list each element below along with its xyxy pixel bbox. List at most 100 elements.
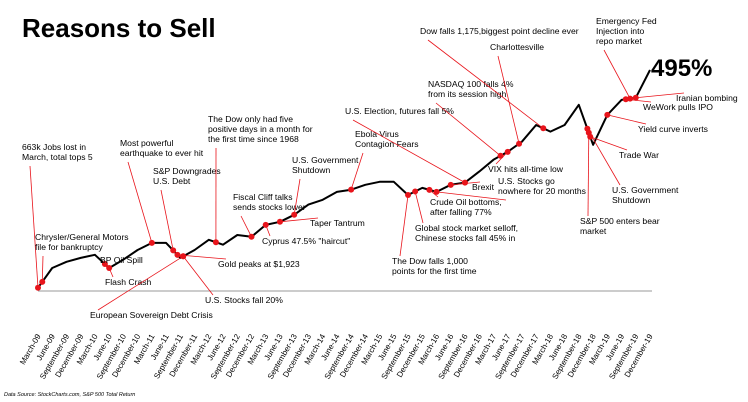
event-marker: [516, 140, 523, 147]
leader-line: [436, 191, 507, 201]
annotation: NASDAQ 100 falls 4%: [428, 79, 514, 89]
price-line: [37, 69, 651, 289]
event-marker: [632, 94, 639, 101]
leader-line: [635, 92, 685, 99]
event-marker: [426, 186, 433, 193]
leader-line: [240, 215, 252, 237]
annotation: U.S. Stocks go: [498, 176, 555, 186]
annotation: U.S. Debt: [153, 176, 191, 186]
event-marker: [540, 125, 547, 132]
event-marker: [248, 233, 255, 240]
annotation: Chinese stocks fall 45% in: [415, 233, 516, 243]
annotation: 663k Jobs lost in: [22, 142, 86, 152]
event-marker: [276, 218, 283, 225]
leader-line: [41, 255, 44, 282]
annotation: Crude Oil bottoms,: [430, 197, 502, 207]
event-marker: [170, 247, 177, 254]
leader-line: [279, 217, 319, 223]
annotation: Ebola Virus: [355, 129, 399, 139]
annotation: the first time since 1968: [208, 134, 299, 144]
annotation: Taper Tantrum: [310, 218, 365, 228]
event-marker: [585, 129, 592, 136]
event-marker: [622, 96, 629, 103]
annotation: U.S. Government: [292, 155, 359, 165]
annotation: from its session high: [428, 89, 507, 99]
leader-line: [587, 132, 590, 217]
annotation: Iranian bombing: [676, 93, 738, 103]
leader-line: [97, 255, 184, 311]
leader-line: [350, 152, 364, 190]
leader-line: [399, 194, 409, 257]
annotation: file for bankruptcy: [35, 242, 104, 252]
annotation: European Sovereign Debt Crisis: [90, 310, 213, 320]
event-marker: [497, 152, 504, 159]
leader-line: [435, 102, 501, 157]
annotation: Trade War: [619, 150, 659, 160]
leader-line: [29, 165, 39, 288]
annotation: VIX hits all-time low: [488, 164, 564, 174]
annotation: U.S. Government: [612, 185, 679, 195]
annotation: March, total tops 5: [22, 152, 93, 162]
leader-line: [497, 55, 520, 144]
annotation: repo market: [596, 36, 642, 46]
event-marker: [212, 239, 219, 246]
leader-line: [352, 119, 466, 183]
event-marker: [291, 211, 298, 218]
event-marker: [174, 251, 181, 258]
annotation: BP Oil Spill: [100, 255, 143, 265]
annotation: S&P Downgrades: [153, 166, 221, 176]
chart-title: Reasons to Sell: [22, 13, 216, 43]
leader-line: [590, 136, 628, 151]
event-marker: [604, 111, 611, 118]
event-marker: [348, 186, 355, 193]
source-note: Data Source: StockCharts.com, S&P 500 To…: [4, 392, 135, 398]
annotation: Gold peaks at $1,923: [218, 259, 300, 269]
annotation: The Dow only had five: [208, 114, 293, 124]
annotation: earthquake to ever hit: [120, 148, 204, 158]
leader-line: [587, 128, 621, 186]
event-marker: [412, 188, 419, 195]
leader-line: [127, 161, 153, 244]
event-marker: [433, 188, 440, 195]
event-marker: [461, 179, 468, 186]
annotation: U.S. Stocks fall 20%: [205, 295, 283, 305]
leader-line: [182, 256, 214, 296]
event-marker: [405, 191, 412, 198]
annotation: Fiscal Cliff talks: [233, 192, 293, 202]
annotation: WeWork pulls IPO: [643, 102, 713, 112]
event-marker: [106, 265, 113, 271]
annotation: Global stock market selloff,: [415, 223, 518, 233]
annotation: points for the first time: [392, 266, 477, 276]
leader-line: [160, 189, 174, 251]
event-marker: [101, 261, 108, 268]
annotation: Brexit: [472, 182, 495, 192]
annotation: Dow falls 1,175,biggest point decline ev…: [420, 26, 579, 36]
annotation: Emergency Fed: [596, 16, 657, 26]
leader-line: [603, 49, 631, 99]
annotation: positive days in a month for: [208, 124, 313, 134]
event-marker: [39, 278, 46, 285]
callout: 495%: [651, 55, 712, 82]
event-marker: [35, 284, 41, 291]
annotation: U.S. Election, futures fall 5%: [345, 106, 454, 116]
annotation: after falling 77%: [430, 207, 492, 217]
event-marker: [262, 221, 269, 228]
leader-line: [450, 181, 481, 186]
annotation: sends stocks lower: [233, 202, 306, 212]
annotation: Contagion Fears: [355, 139, 419, 149]
annotation: Most powerful: [120, 138, 174, 148]
annotation: The Dow falls 1,000: [392, 256, 468, 266]
leader-line: [625, 98, 652, 103]
event-marker: [504, 148, 511, 155]
annotation: nowhere for 20 months: [498, 186, 586, 196]
annotation: Shutdown: [612, 195, 650, 205]
annotation: Chrysler/General Motors: [35, 232, 129, 242]
annotation: S&P 500 enters bear: [580, 216, 660, 226]
event-marker: [180, 253, 187, 260]
leader-line: [414, 191, 424, 224]
annotation: market: [580, 226, 607, 236]
annotation: Shutdown: [292, 165, 330, 175]
annotation: Cyprus 47.5% "haircut": [262, 236, 350, 246]
